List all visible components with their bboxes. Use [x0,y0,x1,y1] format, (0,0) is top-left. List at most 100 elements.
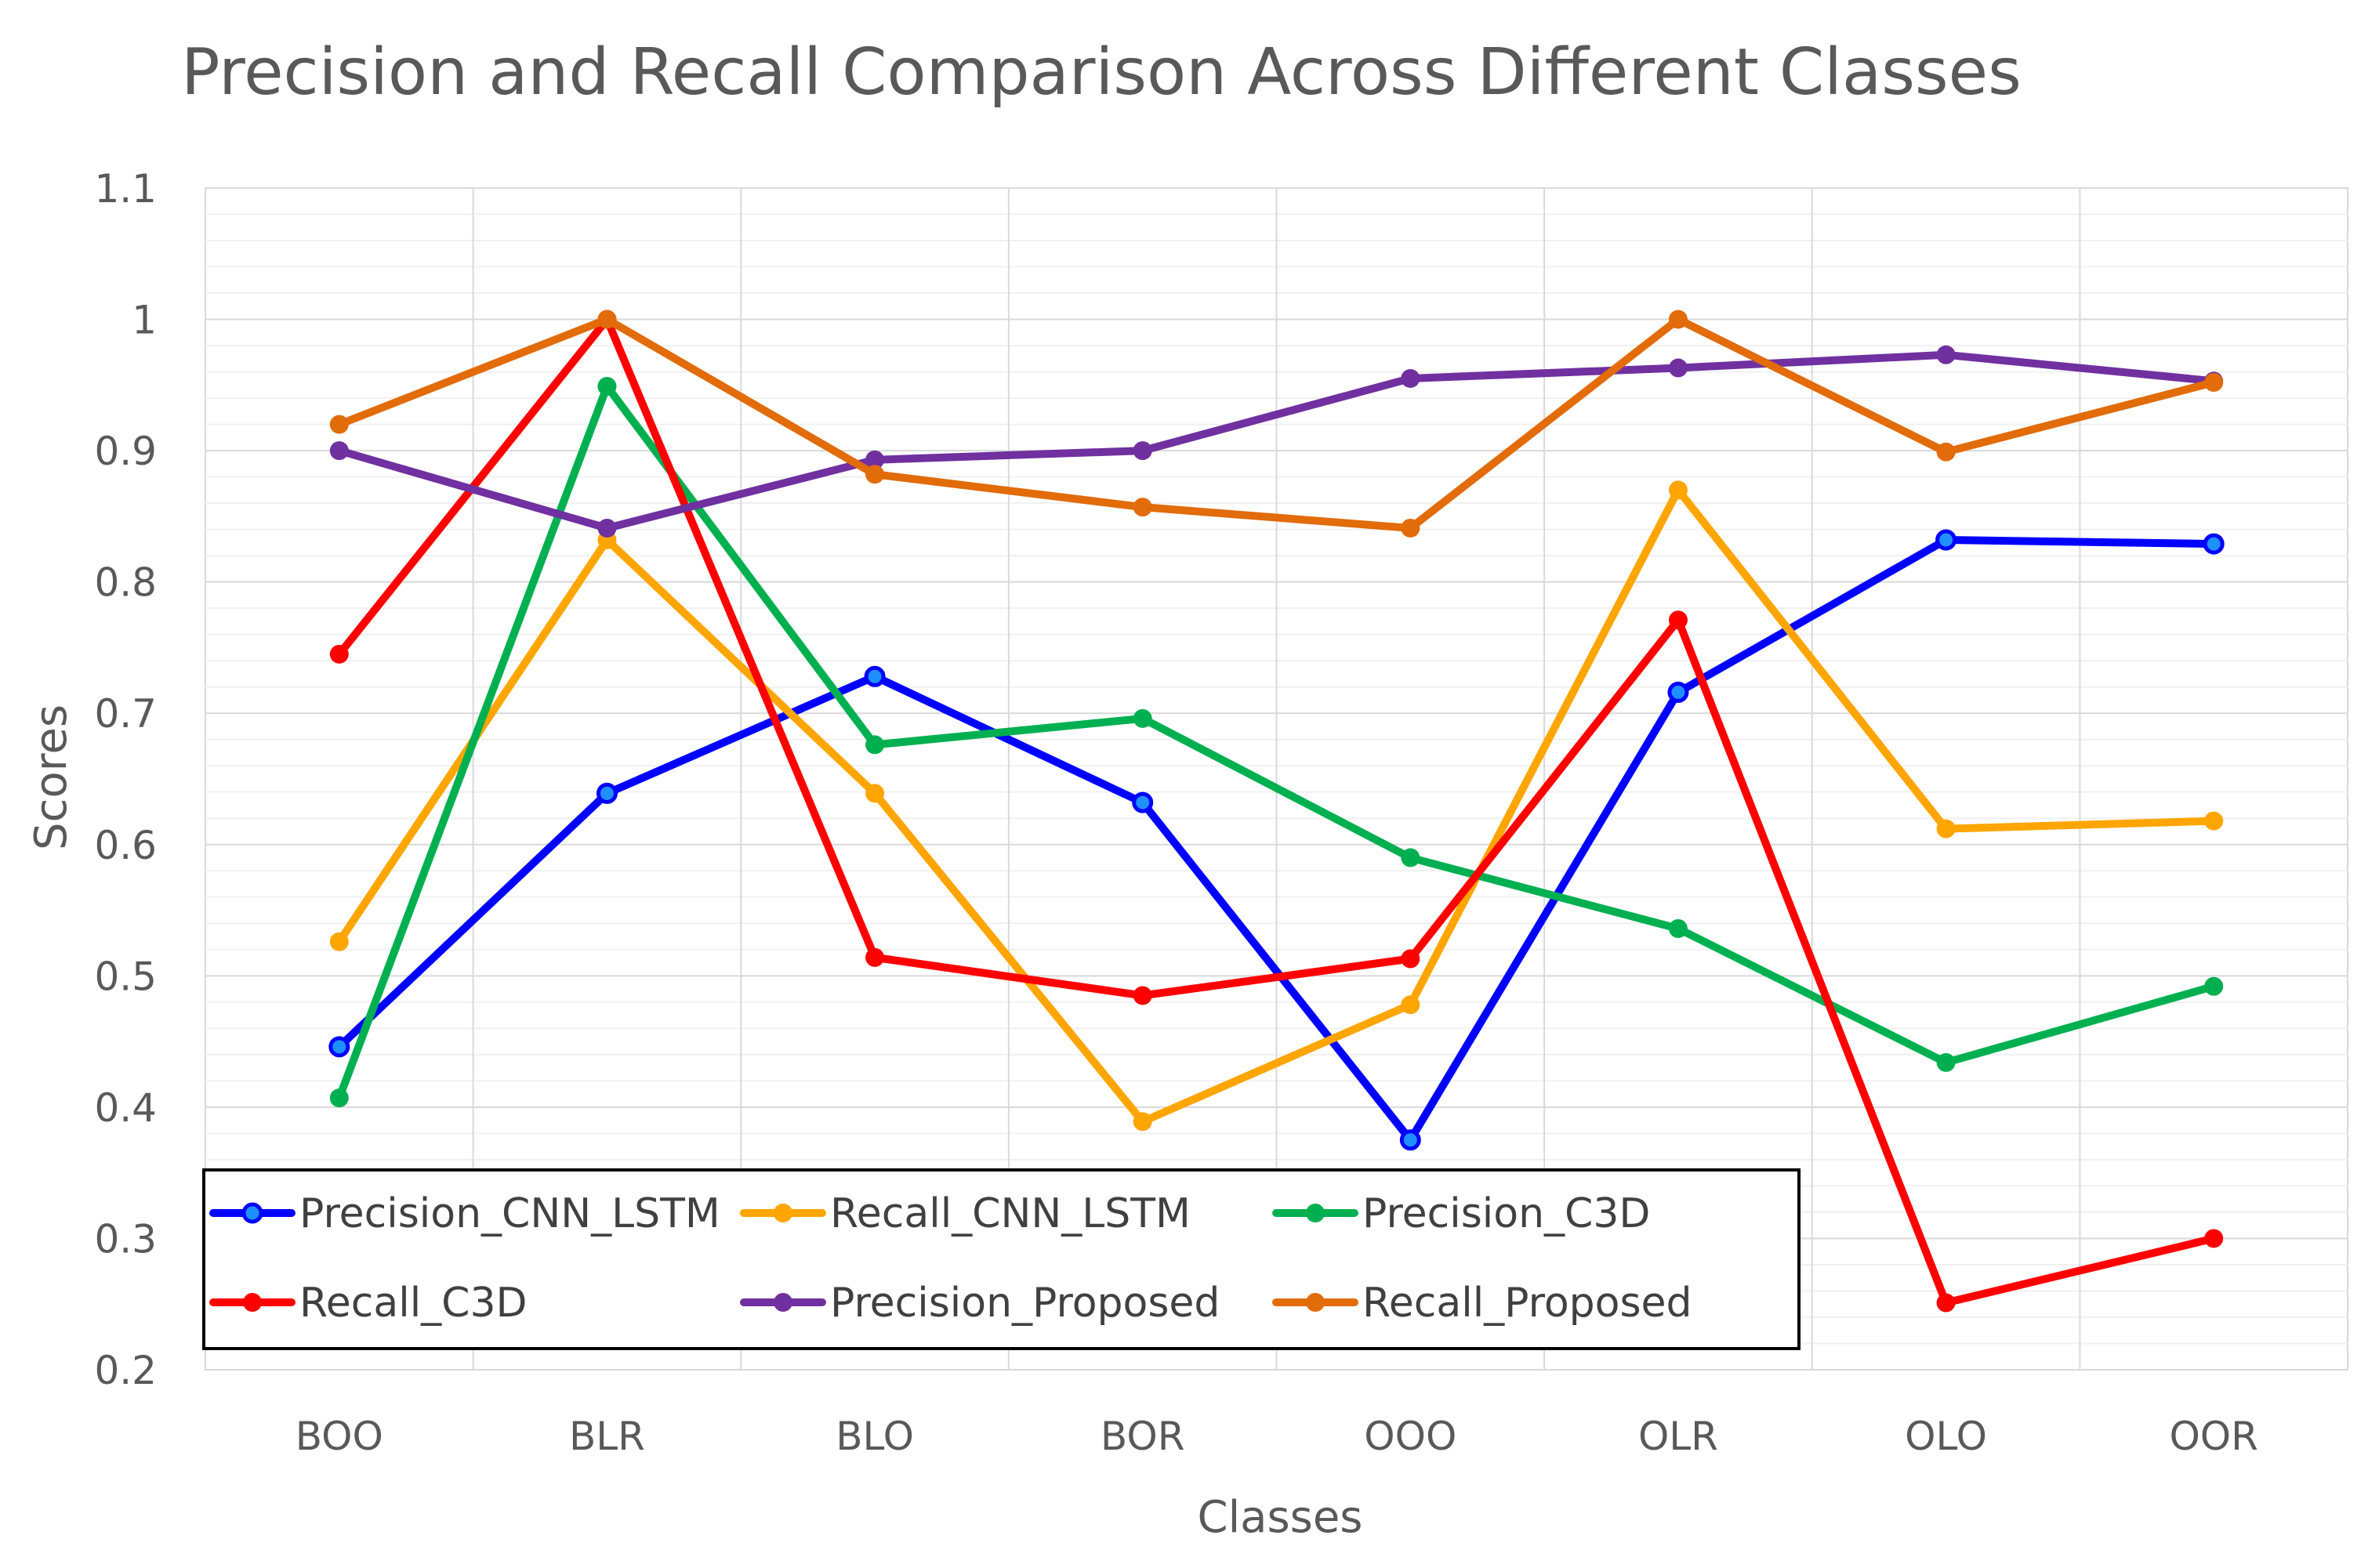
legend-item: Precision_CNN_LSTM [209,1190,720,1237]
series-line [335,382,2218,1103]
data-point [329,415,349,434]
y-axis-label: Scores [26,704,77,850]
data-point [596,782,618,804]
series-Recall_C3D [329,310,2224,1313]
data-point [1936,345,1956,364]
data-point [1668,310,1688,329]
series-line [335,350,2218,532]
data-point [1401,848,1420,867]
data-point [865,947,885,967]
x-tick-label: OOO [1364,1414,1456,1459]
data-point [329,932,349,951]
legend-box [202,1168,1801,1350]
x-tick-label: OOR [2169,1414,2258,1459]
y-tick-label: 0.9 [94,429,157,474]
data-point [1401,995,1420,1015]
x-axis-ticks: BOO BLR BLO BOR OOO OLR OLO OOR [296,1414,2258,1459]
legend-item: Precision_C3D [1272,1190,1650,1237]
y-tick-label: 0.5 [94,954,157,999]
y-tick-label: 0.6 [94,823,157,868]
data-point [1936,1052,1956,1072]
data-point [864,665,886,687]
data-point [1401,518,1420,538]
x-tick-label: OLO [1905,1414,1987,1459]
series-Recall_Proposed [329,310,2224,538]
data-point [1132,791,1154,813]
x-tick-label: BOR [1101,1414,1185,1459]
data-point [329,1088,349,1108]
x-tick-label: BOO [296,1414,383,1459]
data-point [1668,358,1688,378]
data-point [1399,1129,1421,1151]
data-point [1133,1112,1152,1132]
legend-swatch-marker [774,1293,792,1312]
legend-swatch-marker [241,1202,263,1224]
data-point [1668,919,1688,939]
series-line [335,536,2218,1144]
legend: Precision_CNN_LSTM Recall_CNN_LSTM Precisi… [202,1168,1801,1350]
y-tick-label: 0.4 [94,1085,157,1131]
series-line [335,315,2218,1307]
data-point [328,1036,350,1058]
data-point [865,465,885,484]
y-tick-label: 0.8 [94,560,157,606]
data-point [2204,372,2224,392]
data-point [2204,1229,2224,1248]
data-point [1401,949,1420,969]
data-point [329,441,349,461]
legend-item: Recall_C3D [209,1280,528,1327]
data-point [1668,610,1688,630]
y-tick-label: 0.2 [94,1348,157,1393]
data-point [329,644,349,664]
data-point [2204,811,2224,831]
legend-swatch-marker [1306,1293,1325,1312]
data-point [1401,368,1420,388]
x-tick-label: OLR [1638,1414,1718,1459]
y-tick-label: 0.3 [94,1216,157,1262]
x-tick-label: BLR [569,1414,645,1459]
data-point [1936,442,1956,462]
x-axis-label: Classes [1198,1492,1363,1543]
data-point [597,377,617,397]
data-point [1133,441,1152,461]
legend-item: Recall_CNN_LSTM [740,1190,1191,1237]
data-point [1936,819,1956,838]
legend-label: Recall_Proposed [1362,1280,1692,1327]
legend-label: Precision_C3D [1362,1190,1650,1237]
series-Precision_CNN_LSTM [328,529,2225,1151]
data-point [865,784,885,803]
legend-label: Recall_C3D [299,1280,528,1327]
legend-label: Precision_Proposed [830,1280,1220,1327]
legend-item: Recall_Proposed [1272,1280,1692,1327]
series-line [335,315,2218,532]
series-line [335,486,2218,1126]
legend-swatch-marker [243,1293,262,1312]
data-point [597,310,617,329]
legend-label: Recall_CNN_LSTM [830,1190,1191,1237]
data-point [1133,708,1152,728]
data-point [1133,986,1152,1005]
series-Precision_C3D [329,377,2224,1108]
series-Recall_CNN_LSTM [329,480,2224,1132]
data-point [2203,533,2225,555]
x-tick-label: BLO [836,1414,914,1459]
data-point [1936,1293,1956,1313]
data-point [1667,681,1689,703]
data-point [1935,529,1957,551]
legend-swatch-marker [774,1204,792,1222]
y-axis-ticks: 0.2 0.3 0.4 0.5 0.6 0.7 0.8 0.9 1 1.1 [94,166,157,1393]
legend-swatch-marker [1306,1204,1325,1222]
data-point [1668,480,1688,500]
y-tick-label: 1.1 [94,166,157,212]
chart-title: Precision and Recall Comparison Across D… [181,35,2022,110]
data-point [2204,976,2224,996]
y-tick-label: 0.7 [94,691,157,737]
legend-item: Precision_Proposed [740,1280,1220,1327]
series-layer [328,310,2225,1313]
legend-label: Precision_CNN_LSTM [299,1190,720,1237]
data-point [865,450,885,469]
y-tick-label: 1 [132,298,157,343]
data-point [865,735,885,755]
data-point [597,518,617,538]
